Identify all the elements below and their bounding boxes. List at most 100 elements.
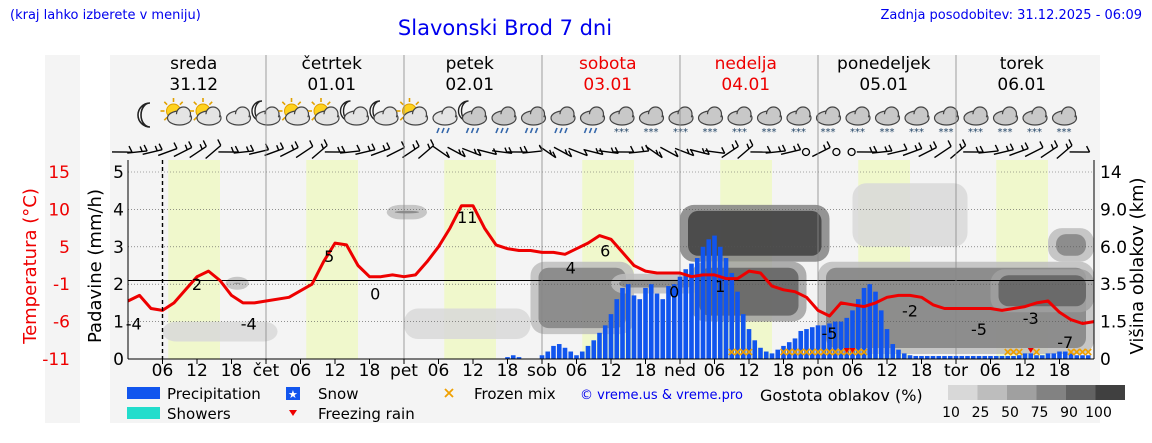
frozen-mix-marker — [1009, 348, 1018, 356]
precip-bar — [746, 329, 752, 359]
precip-tick-label: 1 — [113, 313, 124, 333]
wind-barb — [1040, 140, 1059, 159]
page-title: Slavonski Brod 7 dni — [397, 16, 613, 40]
legend-cloud-level: 50 — [1001, 405, 1019, 421]
frozen-mix-marker — [745, 348, 753, 356]
precip-bar — [1068, 353, 1074, 359]
svg-text:*: * — [890, 127, 895, 138]
precip-bar — [666, 286, 671, 359]
svg-text:*: * — [826, 127, 831, 138]
precip-bar — [752, 340, 758, 359]
precip-bar — [505, 357, 510, 359]
wind-barb — [613, 145, 635, 153]
wind-barb — [934, 140, 952, 159]
frozen-mix-marker — [820, 348, 828, 356]
precip-bar — [867, 284, 873, 359]
svg-text:*: * — [968, 127, 973, 138]
snow-icon: * * * — [756, 106, 783, 138]
frozen-mix-marker — [785, 348, 793, 356]
svg-text:*: * — [619, 127, 624, 138]
region-note[interactable]: (kraj lahko izberete v meniju) — [10, 8, 201, 23]
svg-text:*: * — [1067, 127, 1072, 138]
temperature-label: 5 — [324, 247, 334, 266]
precip-bar — [654, 293, 660, 359]
x-tick-label: 12 — [1014, 361, 1036, 381]
precip-bar — [930, 356, 936, 359]
rain-icon — [550, 106, 576, 134]
svg-text:*: * — [850, 127, 855, 138]
precip-bar — [993, 356, 999, 359]
precip-bar — [608, 314, 614, 359]
precip-bar — [637, 299, 643, 359]
temperature-label: 11 — [457, 208, 477, 227]
precip-bar — [1016, 355, 1022, 359]
wind-barb — [949, 139, 967, 160]
temperature-label: -4 — [126, 314, 142, 333]
wind-barb — [218, 145, 240, 153]
precip-bar — [953, 356, 959, 359]
cloud-tick-label: 6.0 — [1100, 238, 1127, 258]
wind-barb — [660, 146, 679, 158]
temperature-label: -7 — [1057, 333, 1073, 352]
wind-barb — [111, 145, 133, 153]
wind-barb — [157, 142, 178, 157]
snow-icon: * * * — [933, 106, 960, 138]
x-tick-label: 12 — [876, 361, 898, 381]
svg-text:*: * — [649, 127, 654, 138]
day-name-3: sobota — [579, 54, 637, 74]
precip-bar — [924, 356, 930, 359]
wind-barb — [173, 141, 193, 158]
svg-text:*: * — [944, 127, 949, 138]
legend-showers-swatch — [127, 407, 160, 419]
frozen-mix-marker — [797, 348, 805, 356]
snow-icon: * * * — [727, 106, 753, 138]
weather-icons-strip: * * * * * * * * * * * * * * * * * * * * * * * * * * * * * * * * * * * * * * * *… — [137, 98, 1078, 138]
svg-text:*: * — [855, 127, 860, 138]
copyright-link[interactable]: © vreme.us & vreme.pro — [580, 388, 743, 403]
snow-icon: * * * — [904, 106, 930, 138]
precip-tick-label: 4 — [113, 200, 124, 220]
day-date-6: 06.01 — [997, 75, 1046, 95]
precip-bar — [620, 287, 625, 359]
svg-text:*: * — [801, 127, 806, 138]
temperature-label: -2 — [902, 301, 918, 320]
cloud-blob-core — [998, 275, 1086, 307]
precip-bar — [614, 299, 620, 359]
x-tick-label: ned — [664, 361, 696, 381]
wind-barb — [645, 145, 663, 159]
snow-icon: * * * — [786, 106, 812, 138]
partly-cloudy-day-icon — [278, 98, 311, 126]
svg-text:*: * — [644, 127, 649, 138]
wind-barb — [189, 140, 207, 159]
precip-bar — [556, 344, 562, 359]
legend-precip-swatch — [127, 387, 160, 399]
frozen-mix-marker — [739, 348, 747, 356]
left-panel — [45, 55, 80, 423]
svg-text:*: * — [708, 127, 713, 138]
x-tick-label: 06 — [290, 361, 312, 381]
wind-barb — [507, 145, 528, 153]
cloud-blob-core — [394, 210, 419, 214]
cloudy-night-icon — [369, 100, 399, 126]
precip-bar — [574, 355, 579, 359]
wind-barb — [568, 147, 588, 157]
wind-barb — [871, 144, 893, 154]
cloud-tick-label: 1.5 — [1100, 313, 1127, 333]
precip-bar — [873, 291, 878, 359]
precip-bar — [539, 355, 545, 359]
wind-barb — [142, 143, 163, 155]
precip-bar — [1034, 355, 1039, 359]
rain-icon — [520, 106, 547, 134]
legend-cloud-swatch — [1036, 385, 1066, 400]
precip-bar — [804, 329, 809, 359]
precip-bar — [660, 299, 666, 359]
precip-bar — [706, 239, 712, 359]
cloud-blob-core — [1056, 234, 1086, 256]
precip-bar — [694, 258, 700, 359]
wind-barb — [311, 139, 328, 160]
x-tick-label: pon — [802, 361, 834, 381]
svg-text:*: * — [919, 127, 924, 138]
svg-text:*: * — [703, 127, 708, 138]
wind-barb — [233, 144, 255, 154]
